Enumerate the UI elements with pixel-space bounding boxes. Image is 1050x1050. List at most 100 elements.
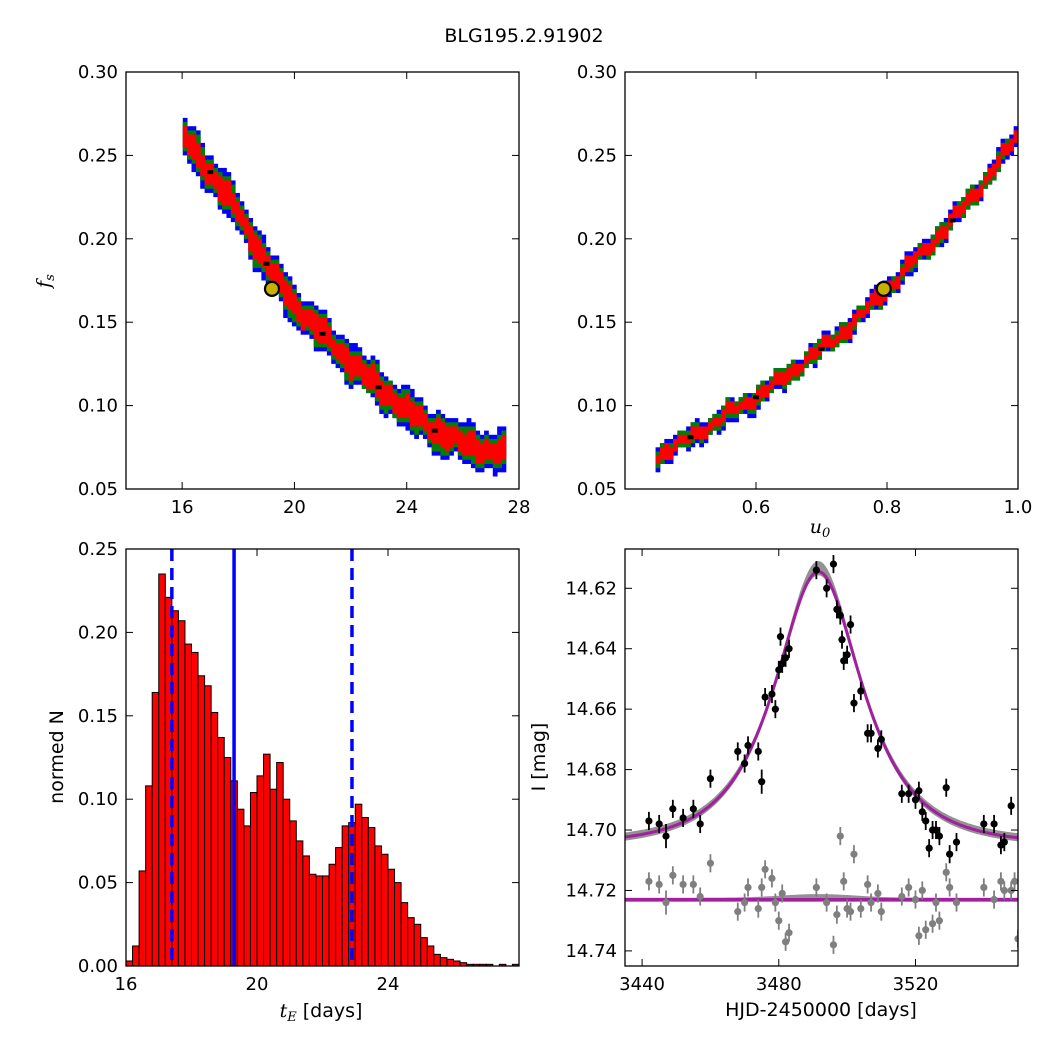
histogram-bar bbox=[276, 762, 284, 967]
residual-point bbox=[833, 911, 841, 919]
density-cell bbox=[484, 438, 489, 460]
y-tick-label: 0.15 bbox=[78, 312, 118, 333]
photometry-point bbox=[782, 654, 790, 662]
photometry-point bbox=[836, 611, 844, 620]
x-tick-label: 3440 bbox=[619, 974, 665, 995]
residual-point bbox=[840, 877, 848, 885]
photometry-point bbox=[942, 784, 950, 792]
density-cell bbox=[664, 443, 670, 460]
photometry-point bbox=[877, 735, 885, 743]
residual-point bbox=[980, 883, 988, 892]
y-tick-label: 0.10 bbox=[78, 789, 118, 810]
panel-tE-histogram-frame bbox=[125, 548, 520, 967]
imag-axis-label: I [mag] bbox=[528, 723, 550, 792]
fs-axis-label: fs bbox=[33, 274, 58, 290]
x-tick-label: 3480 bbox=[756, 974, 802, 995]
residual-point bbox=[734, 908, 742, 916]
photometry-point bbox=[946, 850, 954, 858]
x-tick-label: 20 bbox=[246, 974, 269, 995]
density-cell bbox=[921, 242, 927, 256]
density-cell bbox=[677, 434, 683, 444]
histogram-bar bbox=[197, 675, 206, 967]
density-cell bbox=[200, 155, 205, 177]
photometry-point bbox=[935, 832, 944, 840]
y-tick-label: 14.74 bbox=[565, 941, 617, 962]
density-cell bbox=[291, 293, 297, 314]
residual-point bbox=[952, 898, 961, 907]
residual-point bbox=[935, 917, 944, 925]
density-cell bbox=[388, 384, 393, 406]
normed-n-axis-label: normed N bbox=[46, 710, 68, 804]
density-cell bbox=[322, 318, 328, 344]
density-cell bbox=[673, 438, 678, 452]
peak-cell bbox=[319, 331, 326, 336]
density-cell bbox=[470, 430, 476, 456]
histogram-bar bbox=[374, 845, 382, 967]
y-tick-label: 0.30 bbox=[577, 62, 617, 83]
density-cell bbox=[422, 413, 428, 431]
density-cell bbox=[729, 401, 735, 414]
model-band bbox=[625, 561, 1018, 842]
residual-point bbox=[867, 898, 875, 907]
density-cell bbox=[769, 380, 774, 389]
density-cell bbox=[956, 205, 962, 218]
photometry-point bbox=[655, 820, 663, 828]
x-tick-label: 20 bbox=[283, 497, 306, 518]
histogram-bar bbox=[223, 757, 232, 967]
model-curve bbox=[625, 570, 1018, 840]
y-tick-label: 0.20 bbox=[78, 229, 118, 250]
density-cell bbox=[856, 309, 862, 319]
density-cell bbox=[418, 405, 424, 427]
density-cell bbox=[353, 355, 358, 377]
histogram-bar bbox=[361, 817, 369, 967]
density-cell bbox=[773, 372, 779, 385]
photometry-point bbox=[952, 838, 961, 846]
density-cell bbox=[475, 438, 481, 464]
density-cell bbox=[348, 355, 354, 381]
density-cell bbox=[182, 126, 188, 148]
histogram-bar bbox=[289, 820, 297, 967]
panel-fs-vs-tE: 16 20 24 28 0.05 0.10 0.15 0.20 0.25 0.30 fs bbox=[33, 62, 530, 518]
photometry-point bbox=[843, 651, 851, 659]
density-cell bbox=[843, 326, 849, 339]
density-cell bbox=[405, 393, 411, 419]
density-cell bbox=[366, 368, 371, 389]
density-cell bbox=[309, 309, 315, 331]
density-cell bbox=[895, 276, 901, 289]
residual-point bbox=[706, 859, 715, 867]
photometry-point bbox=[911, 796, 920, 804]
density-cell bbox=[991, 163, 997, 177]
density-cell bbox=[852, 313, 857, 327]
photometry-point bbox=[829, 560, 838, 568]
photometry-point bbox=[754, 747, 762, 756]
residual-point bbox=[846, 908, 855, 916]
histogram-bar bbox=[308, 873, 317, 967]
y-tick-label: 0.10 bbox=[577, 396, 617, 417]
photometry-point bbox=[1007, 802, 1015, 810]
density-cell bbox=[952, 205, 958, 218]
density-cell bbox=[274, 263, 280, 285]
residual-point bbox=[771, 898, 779, 907]
photometry-point bbox=[857, 687, 865, 695]
photometry-point bbox=[918, 808, 926, 816]
density-cell bbox=[969, 188, 975, 202]
residual-point bbox=[775, 917, 783, 925]
histogram-bar bbox=[295, 840, 304, 967]
density-cell bbox=[383, 384, 389, 406]
density-cell bbox=[668, 447, 674, 460]
residual-point bbox=[662, 898, 670, 907]
residual-point bbox=[761, 865, 769, 873]
photometry-point bbox=[645, 817, 653, 825]
residual-point bbox=[1000, 886, 1008, 895]
y-tick-label: 0.05 bbox=[78, 479, 118, 500]
residual-point bbox=[922, 926, 930, 934]
density-cell bbox=[777, 372, 783, 385]
histogram-bar bbox=[328, 863, 337, 967]
density-cell bbox=[926, 242, 932, 256]
histogram-bar bbox=[302, 855, 310, 967]
density-cell bbox=[939, 226, 945, 239]
density-cell bbox=[370, 363, 376, 389]
histogram-bar bbox=[243, 825, 251, 967]
density-cell bbox=[847, 322, 853, 339]
density-cell bbox=[392, 393, 398, 414]
